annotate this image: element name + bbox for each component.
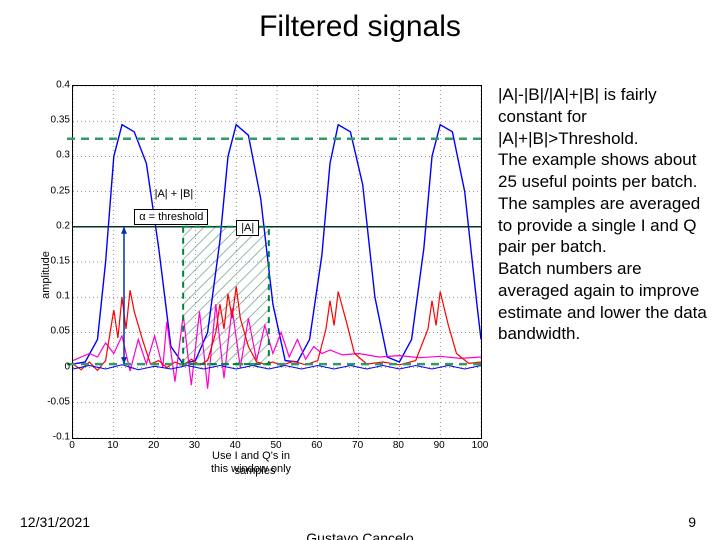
window-caption-line1: Use I and Q's in xyxy=(212,450,290,462)
y-tick-label: 0.05 xyxy=(42,326,70,337)
explanatory-text: |A|-|B|/|A|+|B| is fairly constant for |… xyxy=(498,84,708,345)
footer-page-number: 9 xyxy=(688,514,696,530)
x-tick-label: 0 xyxy=(69,440,75,451)
x-tick-label: 10 xyxy=(107,440,118,451)
y-tick-label: 0.3 xyxy=(42,150,70,161)
x-tick-label: 90 xyxy=(434,440,445,451)
y-tick-label: 0.15 xyxy=(42,256,70,267)
footer-author: Gustavo Cancelo xyxy=(0,530,720,540)
para-1: |A|-|B|/|A|+|B| is fairly constant for |… xyxy=(498,84,708,149)
plot-svg xyxy=(73,86,481,438)
x-tick-label: 80 xyxy=(393,440,404,451)
para-2: The example shows about 25 useful points… xyxy=(498,149,708,193)
footer-date: 12/31/2021 xyxy=(20,514,90,530)
para-4: Batch numbers are averaged again to impr… xyxy=(498,258,708,345)
annotation-alpha-threshold: α = threshold xyxy=(134,209,208,225)
x-tick-label: 70 xyxy=(352,440,363,451)
chart-area: amplitude α = threshold |A| + |B| |A| -0… xyxy=(20,75,490,475)
annotation-sum-label: |A| + |B| xyxy=(155,188,194,200)
y-tick-label: 0 xyxy=(42,361,70,372)
para-3: The samples are averaged to provide a si… xyxy=(498,193,708,258)
y-tick-label: -0.05 xyxy=(42,396,70,407)
y-tick-label: 0.2 xyxy=(42,220,70,231)
y-tick-label: 0.35 xyxy=(42,115,70,126)
annotation-a-label: |A| xyxy=(236,220,259,236)
x-axis-label: samples xyxy=(20,465,490,477)
plot-box: α = threshold |A| + |B| |A| xyxy=(72,85,482,439)
y-tick-label: 0.25 xyxy=(42,185,70,196)
y-tick-label: -0.1 xyxy=(42,432,70,443)
x-tick-label: 100 xyxy=(472,440,489,451)
x-tick-label: 20 xyxy=(148,440,159,451)
slide-title: Filtered signals xyxy=(0,10,720,44)
y-tick-label: 0.4 xyxy=(42,80,70,91)
y-tick-label: 0.1 xyxy=(42,291,70,302)
